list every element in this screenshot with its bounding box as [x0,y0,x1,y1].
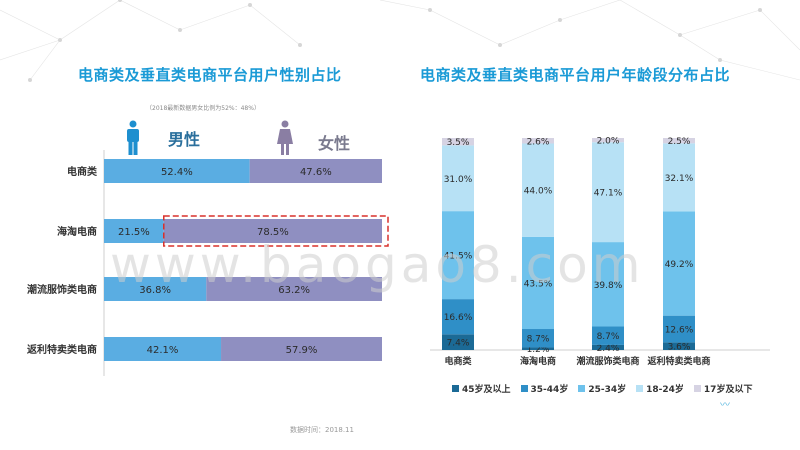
age-category-label: 返利特卖类电商 [647,355,710,367]
legend-label: 25-34岁 [588,385,627,395]
age-stacked-column-chart: 7.4%16.6%41.5%31.0%3.5%电商类1.2%8.7%43.5%4… [430,137,770,367]
legend-item: 35-44岁 [520,382,569,395]
age-segment [522,347,554,350]
age-chart-title: 电商类及垂直类电商平台用户年龄段分布占比 [420,66,731,84]
age-data-label: 2.4% [597,344,620,354]
age-category-label: 电商类 [444,355,472,367]
gender-data-label: 47.6% [300,167,332,178]
age-data-label: 7.4% [447,339,470,349]
age-segment [592,242,624,327]
legend-item: 17岁及以下 [693,382,753,395]
female-icon [277,120,293,155]
gender-data-label: 63.2% [278,285,310,296]
legend-swatch [636,385,644,392]
gender-stacked-bar-chart: 电商类 52.4% 47.6% 海淘电商 21.5% 78.5% 潮流服饰类电商 36.8% 6… [27,150,389,376]
age-segment [663,143,695,212]
gender-bar-male [104,159,250,183]
age-data-label: 3.6% [668,343,691,353]
age-segment [663,315,695,343]
gender-bar-male [104,219,164,243]
age-category-label: 海淘电商 [520,355,556,367]
age-segment [663,342,695,350]
gender-bar-female [206,277,382,301]
wave-icon: 〰 [720,400,730,411]
legend-swatch [578,385,586,392]
age-data-label: 3.5% [447,138,470,148]
legend-label: 18-24岁 [646,385,684,395]
gender-data-label: 57.9% [286,345,318,356]
highlight-box [163,215,389,247]
age-segment [442,334,474,350]
age-data-label: 2.6% [527,137,550,147]
age-segment [522,329,554,348]
legend-item: 45岁及以上 [452,382,511,395]
age-segment [442,211,474,300]
female-label: 女性 [318,134,351,153]
age-data-label: 2.5% [668,137,691,147]
gender-category-label: 潮流服饰类电商 [27,283,97,296]
age-chart-legend: 45岁及以上 35-44岁 25-34岁 18-24岁 17岁及以下 [452,382,752,395]
age-segment [663,211,695,316]
age-data-label: 1.2% [527,345,550,355]
gender-data-label: 52.4% [161,167,193,178]
male-icon [127,120,139,155]
age-data-label: 16.6% [444,313,473,323]
age-segment [522,236,554,330]
age-data-label: 43.5% [524,279,553,289]
gender-category-label: 电商类 [67,165,97,178]
male-label: 男性 [168,130,201,149]
gender-bar-female [249,159,382,183]
age-segment [442,299,474,335]
age-data-label: 47.1% [594,189,623,199]
age-data-label: 2.0% [597,137,620,147]
gender-category-label: 返利特卖类电商 [27,343,97,356]
gender-bar-female [221,337,382,361]
gender-data-label: 78.5% [257,227,289,238]
gender-bar-male [104,277,207,301]
age-segment [592,344,624,350]
age-segment [592,138,624,143]
age-segment [522,138,554,144]
age-segment [663,138,695,144]
age-segment [522,143,554,237]
legend-label: 45岁及以上 [462,385,511,395]
gender-data-label: 42.1% [147,345,179,356]
age-data-label: 44.0% [524,187,553,197]
age-data-label: 41.5% [444,252,473,262]
legend-swatch [520,385,528,392]
age-segment [592,142,624,243]
age-data-label: 31.0% [444,175,473,185]
age-segment [442,138,474,146]
legend-swatch [452,385,459,392]
gender-data-label: 21.5% [118,227,150,238]
gender-bar-female [163,219,382,243]
legend-item: 25-34岁 [578,382,626,395]
gender-ratio-note: （2018最新数据男女比例为52%：48%） [146,105,260,112]
gender-category-label: 海淘电商 [57,225,97,238]
legend-item: 18-24岁 [636,382,684,395]
age-data-label: 39.8% [594,281,623,291]
age-data-label: 49.2% [665,260,694,270]
age-data-label: 32.1% [665,174,694,184]
gender-chart-title: 电商类及垂直类电商平台用户性别占比 [78,66,342,84]
age-category-label: 潮流服饰类电商 [576,355,639,367]
gender-bar-male [104,337,222,361]
legend-swatch [693,385,701,392]
age-data-label: 8.7% [527,335,550,345]
age-segment [442,145,474,212]
age-data-label: 12.6% [665,326,694,336]
data-source-note: 数据时间：2018.11 [290,426,354,434]
gender-data-label: 36.8% [139,285,171,296]
legend-label: 17岁及以下 [703,385,753,395]
age-segment [592,326,624,345]
age-data-label: 8.7% [597,332,620,342]
legend-label: 35-44岁 [530,385,569,395]
